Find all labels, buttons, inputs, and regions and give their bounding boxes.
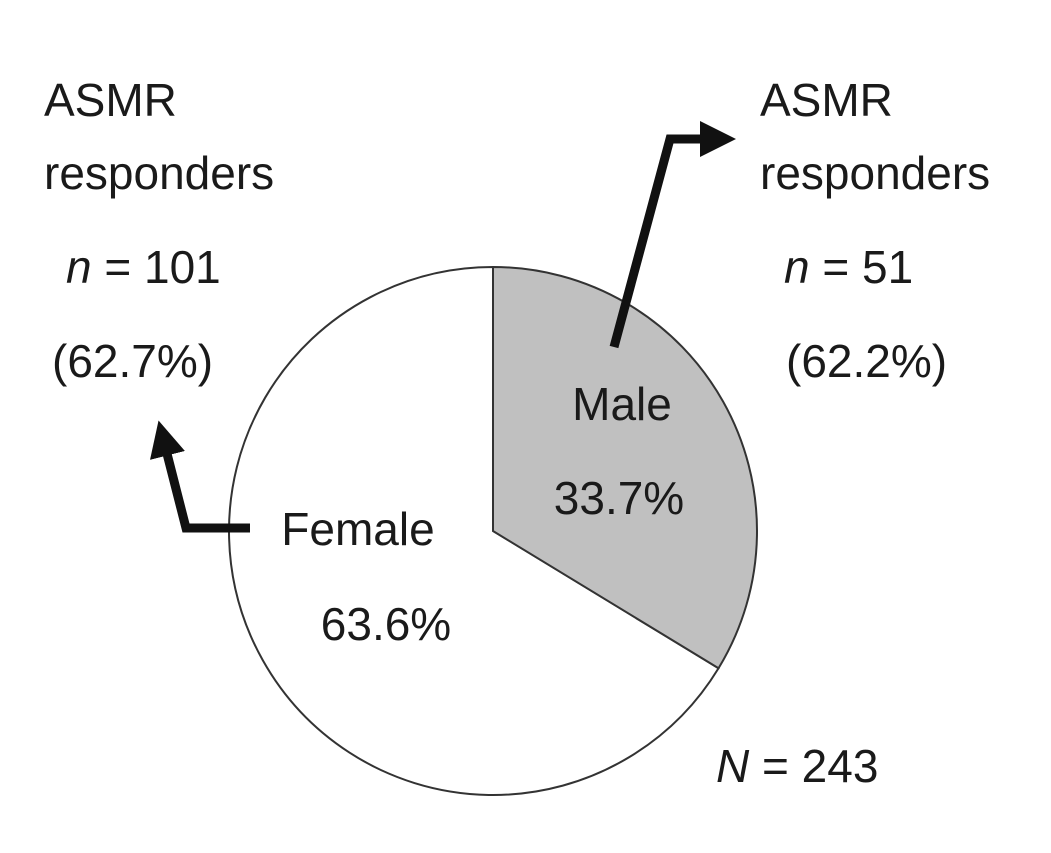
pie-slice-male — [492, 265, 758, 670]
annotation-male-n-symbol: n — [784, 241, 810, 293]
pie-slices — [228, 265, 758, 796]
annotation-female-n-text: = 101 — [92, 241, 221, 293]
slice-label-male: Male — [572, 378, 672, 430]
annotation-female-arrow — [150, 420, 250, 533]
total-n-text: = 243 — [749, 740, 878, 792]
pie-slice-female — [228, 265, 720, 796]
slice-percent-female: 63.6% — [321, 598, 451, 650]
annotation-male-n-text: = 51 — [810, 241, 914, 293]
slice-percent-male: 33.7% — [554, 472, 684, 524]
slice-label-female: Female — [281, 503, 434, 555]
annotation-male-line1: ASMR — [760, 74, 893, 126]
annotation-female: ASMR responders n = 101 (62.7%) — [44, 74, 274, 533]
annotation-female-n-symbol: n — [66, 241, 92, 293]
total-n-label: N = 243 — [716, 740, 878, 792]
annotation-male-line2: responders — [760, 147, 990, 199]
annotation-female-line1: ASMR — [44, 74, 177, 126]
annotation-male: ASMR responders n = 51 (62.2%) — [609, 74, 990, 387]
total-n-symbol: N — [716, 740, 750, 792]
annotation-male-count: n = 51 — [784, 241, 913, 293]
annotation-female-count: n = 101 — [66, 241, 221, 293]
annotation-female-percent: (62.7%) — [52, 335, 213, 387]
annotation-male-percent: (62.2%) — [786, 335, 947, 387]
annotation-male-arrow — [609, 121, 736, 349]
annotation-female-line2: responders — [44, 147, 274, 199]
